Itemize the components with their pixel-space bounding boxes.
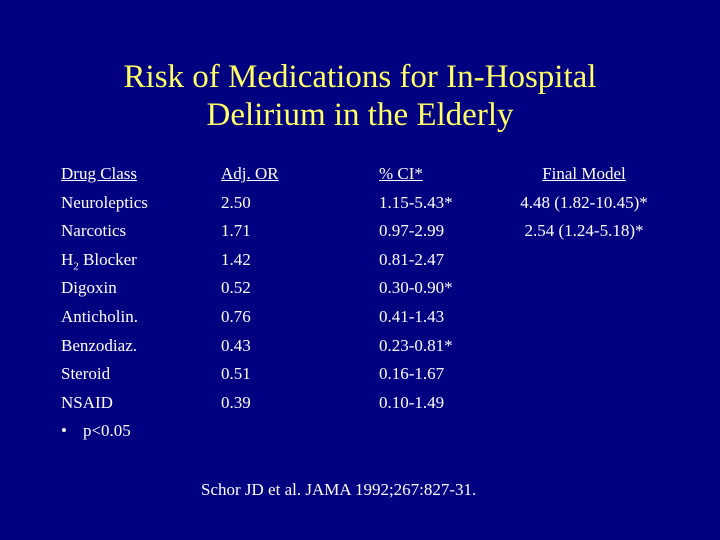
header-adj-or: Adj. OR: [221, 164, 279, 183]
or-value: 0.39: [221, 392, 251, 412]
or-value: 0.76: [221, 306, 251, 326]
drug-benzodiaz: Benzodiaz.: [61, 335, 137, 355]
citation: Schor JD et al. JAMA 1992;267:827-31.: [201, 480, 477, 499]
or-value: 0.52: [221, 278, 251, 298]
header-ci: % CI*: [379, 164, 423, 183]
ci-value: 0.97-2.99: [379, 221, 445, 241]
column-final-model: Final Model 4.48 (1.82-10.45)* 2.54 (1.2…: [494, 160, 674, 246]
drug-narcotics: Narcotics: [61, 221, 127, 241]
or-value: 0.51: [221, 364, 251, 384]
drug-nsaid: NSAID: [61, 392, 113, 412]
ci-value: 1.15-5.43*: [379, 192, 453, 212]
drug-steroid: Steroid: [61, 364, 111, 384]
drug-h2-rest: Blocker: [78, 249, 137, 269]
ci-value: 0.30-0.90*: [379, 278, 453, 298]
or-value: 0.43: [221, 335, 251, 355]
or-value: 2.50: [221, 192, 251, 212]
title-line-1: Risk of Medications for In-Hospital: [123, 59, 597, 95]
ci-value: 0.16-1.67: [379, 364, 445, 384]
slide-title: Risk of Medications for In-Hospital Deli…: [0, 58, 720, 134]
column-drug-class: Drug Class Neuroleptics Narcotics H2 Blo…: [61, 160, 221, 446]
footnote-bullet: •: [61, 421, 67, 441]
drug-h2-subscript: 2: [73, 260, 79, 273]
drug-digoxin: Digoxin: [61, 278, 117, 298]
drug-h2-blocker: H2 Blocker: [61, 246, 221, 275]
drug-h2-main: H: [61, 249, 74, 269]
title-line-2: Delirium in the Elderly: [206, 97, 514, 133]
ci-value: 0.23-0.81*: [379, 335, 453, 355]
ci-value: 0.10-1.49: [379, 392, 445, 412]
or-value: 1.42: [221, 249, 251, 269]
column-adj-or: Adj. OR 2.50 1.71 1.42 0.52 0.76 0.43 0.…: [221, 160, 379, 417]
drug-neuroleptics: Neuroleptics: [61, 192, 148, 212]
footnote-text: p<0.05: [82, 421, 131, 441]
drug-anticholin: Anticholin.: [61, 306, 138, 326]
header-final-model: Final Model: [542, 164, 626, 183]
header-drug-class: Drug Class: [61, 164, 138, 183]
or-value: 1.71: [221, 221, 251, 241]
final-model-value: 4.48 (1.82-10.45)*: [520, 192, 648, 212]
footnote: • p<0.05: [61, 417, 221, 446]
final-model-value: 2.54 (1.24-5.18)*: [524, 221, 644, 241]
ci-value: 0.41-1.43: [379, 306, 445, 326]
column-ci: % CI* 1.15-5.43* 0.97-2.99 0.81-2.47 0.3…: [379, 160, 494, 417]
ci-value: 0.81-2.47: [379, 249, 445, 269]
